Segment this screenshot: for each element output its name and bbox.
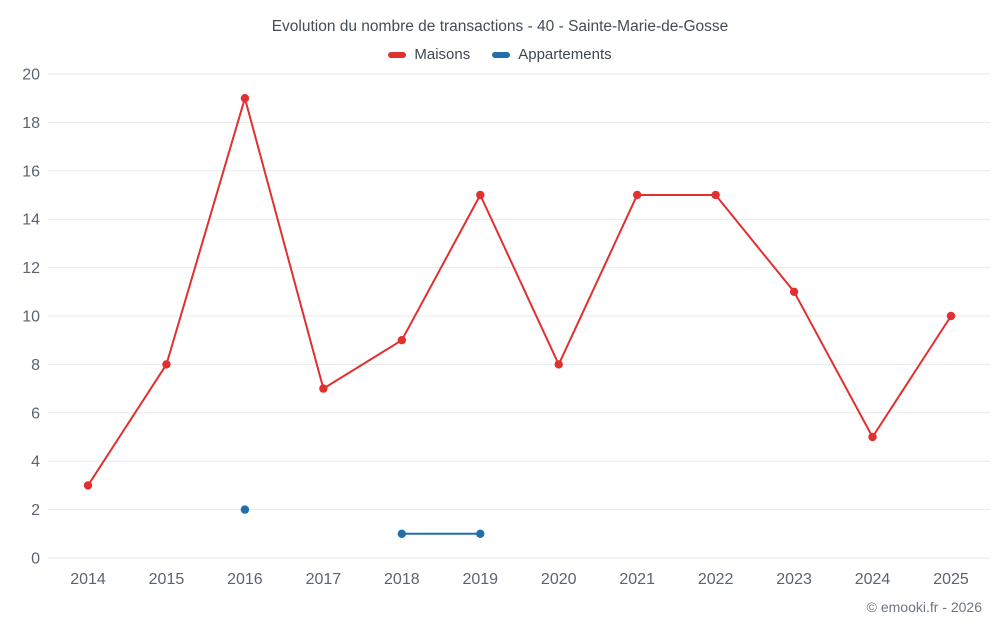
- legend-swatch-maisons: [388, 51, 407, 58]
- y-tick-label: 16: [22, 163, 40, 180]
- x-tick-label: 2019: [462, 571, 498, 588]
- x-tick-label: 2021: [619, 571, 655, 588]
- data-point-appartements: [240, 505, 250, 514]
- x-tick-label: 2023: [776, 571, 812, 588]
- data-point-appartements: [397, 529, 407, 538]
- y-tick-label: 18: [22, 115, 40, 132]
- x-tick-label: 2015: [149, 571, 185, 588]
- y-tick-label: 4: [31, 454, 40, 471]
- data-point-maisons: [632, 190, 642, 200]
- data-point-maisons: [319, 384, 328, 393]
- x-tick-label: 2017: [306, 571, 342, 588]
- x-tick-label: 2025: [933, 571, 969, 588]
- data-point-maisons: [946, 311, 956, 321]
- data-point-maisons: [397, 336, 407, 345]
- data-point-maisons: [240, 94, 250, 103]
- x-tick-label: 2014: [70, 571, 106, 588]
- x-tick-label: 2024: [855, 571, 891, 588]
- y-tick-label: 20: [22, 67, 40, 84]
- y-tick-label: 10: [22, 309, 40, 326]
- legend-item-appartements[interactable]: Appartements: [492, 46, 612, 63]
- legend-label-appartements: Appartements: [518, 46, 612, 63]
- y-tick-label: 14: [22, 212, 40, 229]
- chart-title: Evolution du nombre de transactions - 40…: [271, 18, 729, 35]
- data-point-appartements: [476, 529, 485, 538]
- x-tick-label: 2020: [541, 571, 577, 588]
- copyright-credit: © emooki.fr - 2026: [866, 599, 982, 615]
- data-point-maisons: [868, 432, 877, 442]
- data-point-maisons: [476, 190, 485, 200]
- legend-label-maisons: Maisons: [414, 46, 471, 63]
- y-tick-label: 6: [31, 405, 40, 422]
- y-tick-label: 12: [22, 260, 40, 277]
- data-point-maisons: [711, 190, 720, 200]
- y-tick-label: 0: [31, 551, 40, 568]
- x-tick-label: 2022: [698, 571, 734, 588]
- x-tick-label: 2016: [227, 571, 263, 588]
- legend-swatch-appartements: [492, 51, 511, 58]
- data-point-maisons: [554, 360, 563, 369]
- x-tick-label: 2018: [384, 571, 420, 588]
- data-point-maisons: [83, 481, 93, 490]
- y-tick-label: 2: [31, 502, 40, 519]
- data-point-maisons: [789, 287, 799, 296]
- legend-item-maisons[interactable]: Maisons: [388, 46, 470, 63]
- data-point-maisons: [162, 360, 171, 369]
- chart-legend: Maisons Appartements: [0, 46, 1000, 63]
- series-line-maisons: [87, 97, 952, 487]
- y-tick-label: 8: [31, 357, 40, 374]
